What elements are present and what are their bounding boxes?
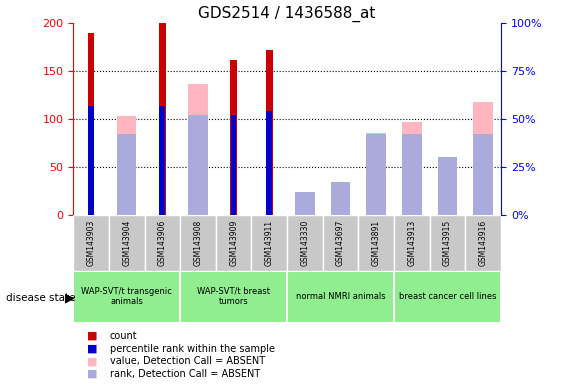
Text: GSM143330: GSM143330 bbox=[301, 220, 310, 266]
Bar bbox=[331, 198, 350, 215]
Text: WAP-SVT/t breast
tumors: WAP-SVT/t breast tumors bbox=[197, 287, 270, 306]
Text: ■: ■ bbox=[87, 344, 98, 354]
Bar bbox=[266, 111, 272, 215]
Bar bbox=[473, 134, 493, 215]
Bar bbox=[430, 215, 466, 271]
Bar bbox=[295, 203, 315, 215]
Text: disease state: disease state bbox=[6, 293, 75, 303]
Bar bbox=[117, 116, 136, 215]
Bar bbox=[287, 271, 394, 323]
Bar bbox=[295, 192, 315, 215]
Text: rank, Detection Call = ABSENT: rank, Detection Call = ABSENT bbox=[110, 369, 260, 379]
Bar bbox=[145, 215, 180, 271]
Bar bbox=[252, 215, 287, 271]
Text: GSM143697: GSM143697 bbox=[336, 220, 345, 266]
Bar bbox=[73, 271, 180, 323]
Text: ■: ■ bbox=[87, 369, 98, 379]
Bar bbox=[402, 134, 422, 215]
Bar bbox=[402, 122, 422, 215]
Text: ■: ■ bbox=[87, 331, 98, 341]
Bar bbox=[88, 33, 94, 215]
Bar bbox=[287, 215, 323, 271]
Text: WAP-SVT/t transgenic
animals: WAP-SVT/t transgenic animals bbox=[81, 287, 172, 306]
Text: ■: ■ bbox=[87, 356, 98, 366]
Bar bbox=[188, 115, 208, 215]
Text: breast cancer cell lines: breast cancer cell lines bbox=[399, 292, 497, 301]
Bar bbox=[230, 60, 237, 215]
Bar bbox=[188, 84, 208, 215]
Bar bbox=[180, 271, 287, 323]
Bar bbox=[466, 215, 501, 271]
Title: GDS2514 / 1436588_at: GDS2514 / 1436588_at bbox=[198, 5, 376, 22]
Text: value, Detection Call = ABSENT: value, Detection Call = ABSENT bbox=[110, 356, 265, 366]
Bar bbox=[323, 215, 359, 271]
Bar bbox=[438, 157, 457, 215]
Bar bbox=[73, 215, 109, 271]
Bar bbox=[367, 134, 386, 215]
Bar bbox=[394, 215, 430, 271]
Text: count: count bbox=[110, 331, 137, 341]
Text: ▶: ▶ bbox=[65, 291, 74, 304]
Bar bbox=[394, 271, 501, 323]
Text: GSM143903: GSM143903 bbox=[87, 220, 96, 266]
Bar bbox=[159, 23, 166, 215]
Bar bbox=[109, 215, 145, 271]
Bar bbox=[359, 215, 394, 271]
Bar bbox=[231, 115, 236, 215]
Text: GSM143908: GSM143908 bbox=[194, 220, 203, 266]
Bar bbox=[438, 157, 457, 215]
Bar bbox=[473, 102, 493, 215]
Text: GSM143891: GSM143891 bbox=[372, 220, 381, 266]
Text: normal NMRI animals: normal NMRI animals bbox=[296, 292, 386, 301]
Bar bbox=[367, 134, 386, 215]
Bar bbox=[216, 215, 252, 271]
Bar bbox=[266, 50, 272, 215]
Bar bbox=[180, 215, 216, 271]
Text: GSM143906: GSM143906 bbox=[158, 220, 167, 266]
Text: percentile rank within the sample: percentile rank within the sample bbox=[110, 344, 275, 354]
Text: GSM143904: GSM143904 bbox=[122, 220, 131, 266]
Bar bbox=[117, 134, 136, 215]
Bar bbox=[88, 106, 94, 215]
Bar bbox=[331, 182, 350, 215]
Text: GSM143909: GSM143909 bbox=[229, 220, 238, 266]
Bar bbox=[159, 106, 165, 215]
Text: GSM143915: GSM143915 bbox=[443, 220, 452, 266]
Text: GSM143913: GSM143913 bbox=[408, 220, 417, 266]
Text: GSM143916: GSM143916 bbox=[479, 220, 488, 266]
Text: GSM143911: GSM143911 bbox=[265, 220, 274, 266]
